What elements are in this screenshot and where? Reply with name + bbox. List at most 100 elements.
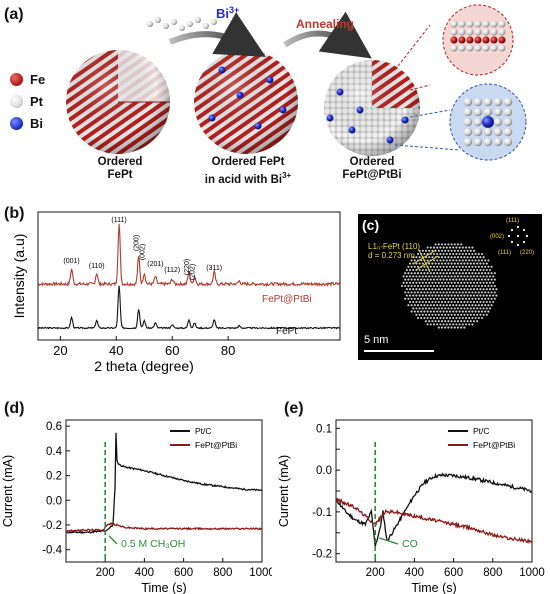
lattice-atom — [448, 272, 452, 275]
lattice-atom — [445, 323, 448, 326]
caption-fept-in-acid: Ordered FePt in acid with Bi3+ — [204, 156, 292, 186]
lattice-atom — [456, 326, 460, 329]
lattice-atom — [460, 262, 463, 265]
lattice-atom — [464, 259, 468, 262]
lattice-atom — [445, 259, 448, 262]
lattice-atom — [458, 304, 461, 307]
lattice-atom — [464, 316, 468, 320]
lattice-atom — [460, 294, 463, 297]
lattice-atom — [437, 313, 440, 316]
lattice-atom — [456, 281, 460, 284]
lattice-atom — [463, 256, 466, 259]
lattice-atom — [421, 294, 424, 297]
lattice-atom — [474, 310, 477, 313]
lattice-atom — [442, 252, 445, 256]
lattice-atom — [428, 288, 431, 291]
lattice-atom — [482, 281, 485, 284]
lattice-atom — [479, 313, 482, 316]
annotation-arrow — [108, 535, 118, 545]
lattice-atom — [404, 284, 407, 288]
lattice-atom — [415, 300, 418, 304]
lattice-atom — [453, 288, 456, 291]
lattice-atom — [474, 252, 477, 256]
lattice-atom — [472, 300, 476, 304]
lattice-atom — [445, 246, 448, 249]
lattice-atom — [471, 272, 474, 275]
lattice-atom — [480, 310, 484, 313]
pt-lattice-zoom-inset — [449, 83, 527, 161]
lattice-atom — [418, 300, 421, 304]
lattice-atom — [412, 256, 415, 259]
lattice-atom — [450, 294, 453, 297]
lattice-atom — [439, 284, 442, 288]
lattice-atom — [468, 316, 471, 320]
lattice-atom — [471, 259, 474, 262]
series-line — [65, 432, 263, 534]
lattice-atom — [463, 281, 466, 284]
lattice-atom — [436, 259, 439, 262]
lattice-atom — [432, 284, 436, 288]
lattice-atom — [452, 259, 455, 262]
lattice-atom — [458, 284, 461, 288]
lattice-atom — [426, 316, 429, 320]
fft-label: (111) — [498, 250, 511, 256]
lattice-atom — [480, 284, 484, 288]
lattice-atom — [420, 278, 423, 281]
lattice-atom — [469, 268, 472, 272]
lattice-atom — [490, 278, 493, 281]
panel-a-label: (a) — [4, 6, 24, 23]
lattice-atom — [472, 313, 476, 316]
x-tick-label: 60 — [165, 343, 179, 358]
fft-spot — [516, 234, 520, 238]
lattice-atom — [421, 300, 424, 304]
lattice-atom — [432, 259, 436, 262]
lattice-atom — [490, 272, 493, 275]
lattice-atom — [423, 284, 426, 288]
lattice-atom — [439, 272, 442, 275]
legend-item-pt: Pt — [10, 90, 70, 112]
lattice-atom — [464, 278, 468, 281]
lattice-atom — [440, 313, 444, 316]
lattice-atom — [463, 268, 466, 272]
lattice-atom — [442, 278, 445, 281]
lattice-atom — [442, 310, 445, 313]
lattice-atom — [472, 268, 476, 272]
lattice-atom — [436, 297, 439, 300]
lattice-atom — [461, 323, 464, 326]
lattice-atom — [453, 307, 456, 310]
lattice-atom — [461, 284, 464, 288]
lattice-atom — [402, 275, 405, 278]
lattice-atom — [447, 281, 450, 284]
lattice-atom — [487, 259, 490, 262]
lattice-atom — [434, 268, 437, 272]
lattice-atom — [447, 294, 450, 297]
lattice-atom — [426, 246, 429, 249]
lattice-atom — [432, 316, 436, 320]
y-tick-label: 0.6 — [46, 421, 62, 433]
lattice-atom — [476, 281, 479, 284]
lattice-atom — [429, 272, 432, 275]
lattice-atom — [444, 288, 447, 291]
lattice-atom — [434, 307, 437, 310]
annotation-arrow — [379, 537, 399, 545]
lattice-atom — [445, 310, 448, 313]
lattice-atom — [469, 249, 472, 252]
lattice-line — [419, 251, 431, 273]
lattice-atom — [452, 252, 455, 256]
lattice-atom — [456, 300, 460, 304]
lattice-atom — [418, 288, 421, 291]
lattice-atom — [466, 307, 469, 310]
lattice-atom — [434, 313, 437, 316]
lattice-atom — [479, 294, 482, 297]
lattice-atom — [444, 281, 447, 284]
lattice-atom — [444, 249, 447, 252]
lattice-atom — [456, 275, 460, 278]
fft-spot — [522, 240, 526, 244]
lattice-atom — [480, 252, 484, 256]
lattice-atom — [413, 304, 416, 307]
annotation-label: CO — [402, 538, 418, 550]
lattice-atom — [477, 259, 480, 262]
annotation-label: 0.5 M CH₃OH — [121, 538, 185, 550]
lattice-atom — [440, 294, 444, 297]
lattice-atom — [404, 291, 407, 294]
